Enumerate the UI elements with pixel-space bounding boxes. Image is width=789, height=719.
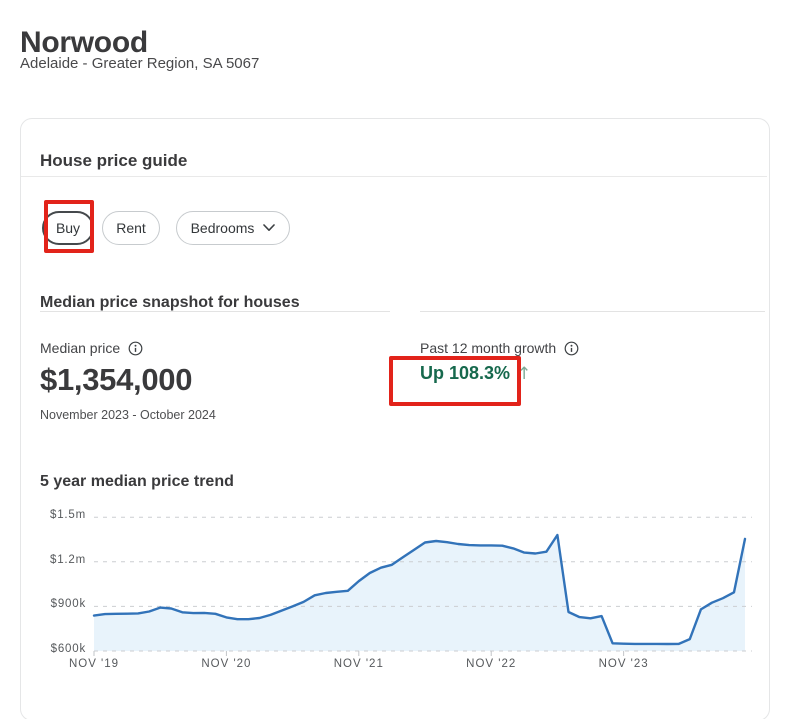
snapshot-heading: Median price snapshot for houses — [40, 294, 300, 311]
y-axis-label: $1.2m — [50, 553, 86, 566]
median-price-value: $1,354,000 — [40, 362, 193, 397]
buy-filter-button[interactable]: Buy — [42, 211, 94, 245]
rent-filter-button[interactable]: Rent — [102, 211, 160, 245]
arrow-up-icon: ↑ — [517, 363, 532, 384]
x-axis-label: NOV '21 — [333, 658, 384, 670]
median-price-info-icon[interactable] — [128, 341, 143, 356]
rent-filter-label: Rent — [116, 220, 146, 236]
trend-heading: 5 year median price trend — [40, 473, 234, 490]
gridlines — [94, 516, 752, 652]
growth-value: Up 108.3% — [420, 363, 511, 383]
card-title: House price guide — [40, 151, 188, 171]
bedrooms-filter-label: Bedrooms — [190, 220, 255, 236]
trend-line — [92, 533, 747, 646]
price-trend-chart: $600k $900k $1.2m $1.5m NOV '19 NOV '20 NOV '… — [0, 495, 789, 710]
x-axis-label: NOV '19 — [68, 658, 120, 670]
buy-filter-label: Buy — [55, 220, 81, 236]
x-axis-label: NOV '22 — [466, 658, 517, 670]
page-subtitle: Adelaide - Greater Region, SA 5067 — [20, 55, 260, 72]
y-axis-label: $1.5m — [50, 509, 86, 522]
bedrooms-filter-dropdown[interactable]: Bedrooms — [176, 211, 290, 245]
x-axis-label: NOV '20 — [201, 658, 252, 670]
growth-label: Past 12 month growth — [420, 340, 557, 356]
price-trend-plot — [92, 516, 752, 656]
x-axis-ticks — [93, 651, 625, 656]
median-price-label: Median price — [40, 340, 121, 356]
page-title: Norwood — [20, 26, 148, 60]
chevron-down-icon — [263, 224, 276, 231]
trend-area-fill — [94, 535, 745, 651]
card-header-divider — [21, 176, 767, 177]
y-axis-label: $900k — [50, 598, 86, 611]
median-price-column-divider — [40, 311, 390, 312]
median-price-period: November 2023 - October 2024 — [40, 408, 216, 422]
growth-column-divider — [420, 311, 765, 312]
growth-info-icon[interactable] — [564, 341, 579, 356]
x-axis-label: NOV '23 — [598, 658, 649, 670]
y-axis-label: $600k — [50, 643, 86, 655]
